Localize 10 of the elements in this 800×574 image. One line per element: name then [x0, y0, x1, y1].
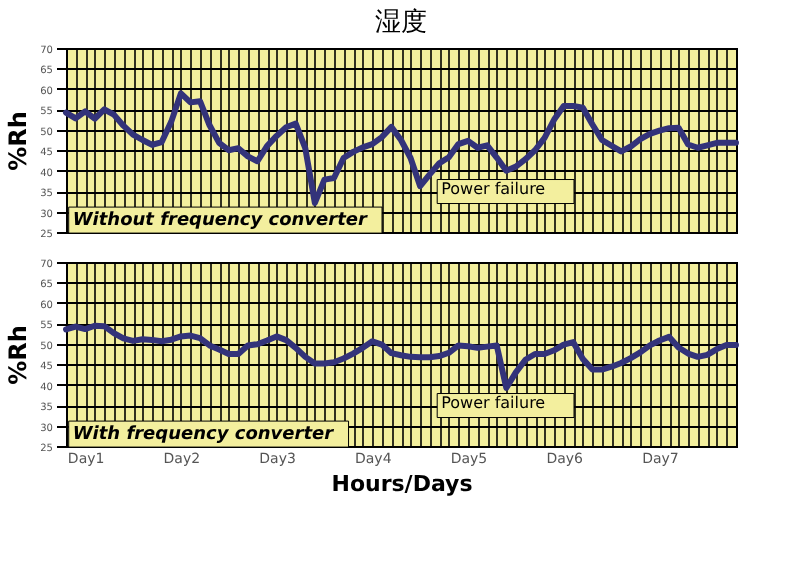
y-axis-title: %Rh: [4, 111, 33, 171]
annotation: With frequency converter: [72, 425, 335, 446]
line-series: [63, 322, 739, 391]
chart-title: 湿度: [375, 6, 427, 38]
y-axis-title: %Rh: [4, 325, 33, 385]
annotation: Power failure: [441, 179, 546, 198]
annotation: Without frequency converter: [72, 211, 368, 232]
x-axis-title: Hours/Days: [331, 471, 474, 497]
line-series: [63, 90, 739, 206]
annotation: Power failure: [441, 393, 546, 412]
